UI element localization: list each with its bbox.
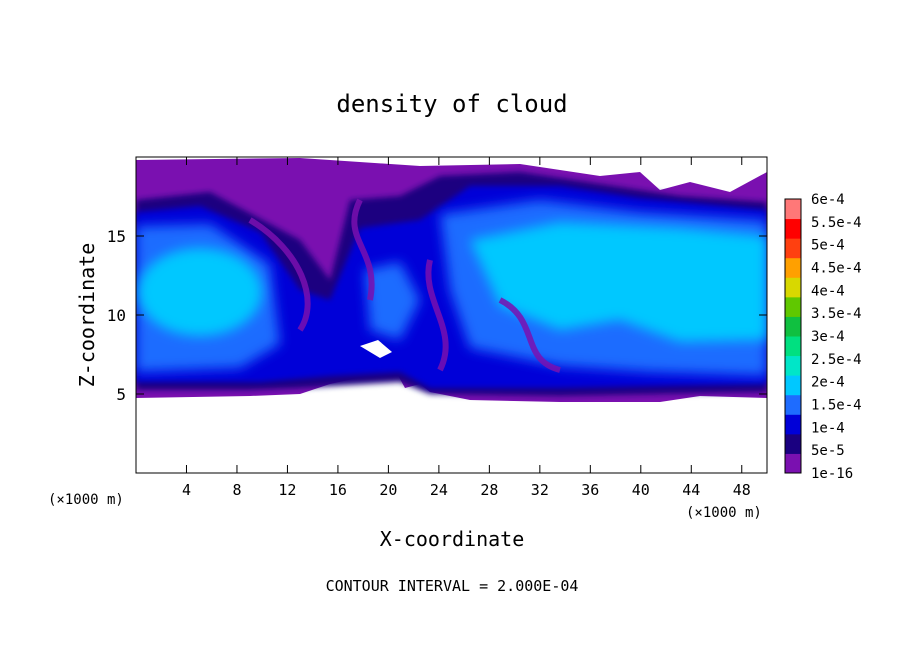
colorbar-swatch	[785, 394, 801, 415]
x-tick-label: 12	[278, 481, 296, 499]
x-tick-label: 8	[232, 481, 241, 499]
x-tick-label: 4	[182, 481, 191, 499]
colorbar-label: 4e-4	[811, 283, 845, 299]
colorbar-swatch	[785, 218, 801, 239]
x-tick-label: 40	[632, 481, 650, 499]
x-tick-label: 32	[531, 481, 549, 499]
colorbar: 1e-16 5e-5 1e-4 1.5e-4 2e-4 2.5e-4 3e-4 3.5e-4 4…	[784, 192, 862, 482]
field-core-left	[138, 248, 262, 336]
colorbar-label: 5e-5	[811, 443, 845, 459]
y-axis: 5 10 15	[107, 227, 767, 404]
x-axis-title: X-coordinate	[380, 527, 525, 551]
colorbar-swatch	[785, 238, 801, 259]
colorbar-label: 6e-4	[811, 192, 845, 208]
contour-interval-note: CONTOUR INTERVAL = 2.000E-04	[326, 577, 579, 595]
x-tick-label: 28	[480, 481, 498, 499]
colorbar-swatch	[785, 453, 801, 474]
field-core-right	[470, 222, 767, 342]
x-tick-label: 20	[379, 481, 397, 499]
colorbar-label: 5e-4	[811, 238, 845, 254]
x-tick-label: 44	[682, 481, 700, 499]
x-tick-label: 24	[430, 481, 448, 499]
y-tick-label: 15	[107, 227, 126, 246]
colorbar-swatch	[785, 375, 801, 396]
field-clear-notch	[360, 340, 392, 358]
y-axis-title: Z-coordinate	[75, 243, 99, 388]
colorbar-label: 5.5e-4	[811, 215, 862, 231]
chart-title: density of cloud	[336, 90, 567, 118]
colorbar-swatch	[785, 257, 801, 278]
y-tick-label: 10	[107, 306, 126, 325]
field-filaments	[248, 198, 561, 373]
cloud-density-field	[136, 158, 767, 402]
colorbar-label: 2.5e-4	[811, 352, 862, 368]
colorbar-frame	[784, 198, 802, 474]
colorbar-label: 4.5e-4	[811, 261, 862, 277]
colorbar-swatch	[785, 414, 801, 435]
colorbar-label: 1e-16	[811, 466, 853, 482]
colorbar-label: 3e-4	[811, 329, 845, 345]
x-tick-label: 48	[733, 481, 751, 499]
colorbar-label: 1e-4	[811, 420, 845, 436]
x-axis: 4 8 12 16 20 24 28 32 36 40 44 48	[182, 157, 751, 499]
colorbar-label: 3.5e-4	[811, 306, 862, 322]
colorbar-swatch	[785, 199, 801, 220]
x-tick-label: 36	[581, 481, 599, 499]
x-tick-label: 16	[329, 481, 347, 499]
colorbar-label: 1.5e-4	[811, 398, 862, 414]
y-unit-label: (×1000 m)	[48, 492, 124, 508]
colorbar-swatch	[785, 336, 801, 357]
colorbar-label: 2e-4	[811, 375, 845, 391]
colorbar-swatch	[785, 296, 801, 317]
colorbar-swatch	[785, 277, 801, 298]
x-unit-label: (×1000 m)	[686, 505, 762, 521]
y-tick-label: 5	[116, 385, 126, 404]
colorbar-swatch	[785, 355, 801, 376]
colorbar-swatch	[785, 316, 801, 337]
colorbar-swatch	[785, 433, 801, 454]
